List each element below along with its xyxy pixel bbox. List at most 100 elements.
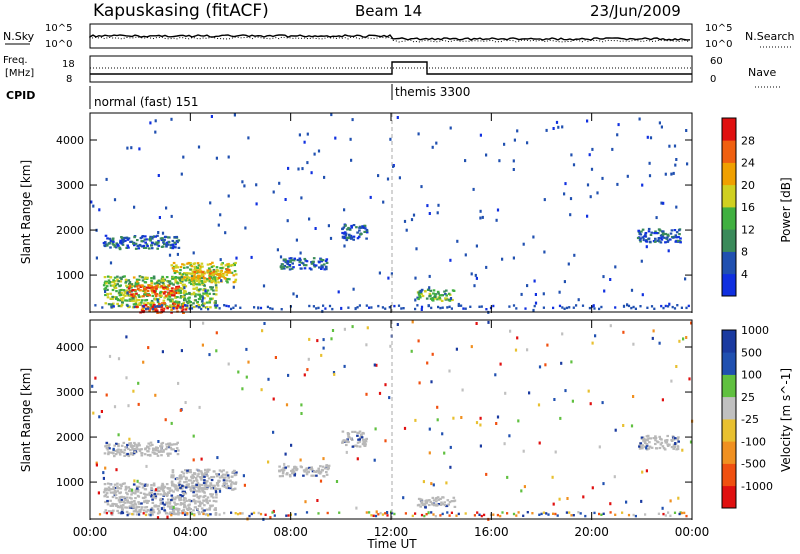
noise-tick-low-right: 10^0 [705,39,732,50]
range-cell [186,266,189,269]
range-cell [197,269,200,272]
range-cell [528,391,531,395]
range-cell [159,445,162,448]
range-cell [538,365,542,369]
range-cell [106,292,109,296]
range-cell [414,418,417,422]
range-cell [464,253,467,257]
range-cell [479,133,482,137]
range-cell [430,380,433,384]
colorbar-tick-label: 16 [741,201,755,214]
range-cell [179,281,182,284]
station-title: Kapuskasing (fitACF) [93,1,269,21]
range-cell [156,284,160,287]
range-cell [149,494,153,497]
range-cell [234,278,238,281]
range-cell [457,302,460,306]
range-cell [166,505,170,508]
range-cell [141,506,144,509]
range-cell [211,297,214,300]
range-cell [204,483,208,486]
range-cell [221,485,225,488]
range-cell [204,468,207,471]
range-cell [185,292,188,295]
range-cell [122,236,126,239]
range-cell [215,349,218,353]
range-cell [176,281,179,284]
range-cell [181,511,184,515]
range-cell [98,415,101,419]
range-cell [420,513,424,517]
range-cell [344,234,348,237]
range-cell [150,284,153,287]
range-cell [563,307,566,310]
range-cell [421,294,425,298]
range-cell [168,298,172,302]
range-cell [198,486,201,489]
range-cell [104,280,107,283]
range-cell [152,287,156,290]
range-cell [202,292,205,295]
range-cell [144,493,147,496]
range-cell [547,513,550,516]
range-cell [184,285,188,288]
range-cell [175,487,179,490]
range-cell [294,466,298,469]
range-cell [122,239,126,242]
range-cell [102,284,106,287]
range-cell [128,285,132,288]
range-cell [184,513,187,516]
range-cell [573,253,576,257]
range-cell [145,499,148,502]
range-cell [220,267,224,270]
range-cell [189,469,192,472]
range-cell [361,225,365,229]
range-cell [149,510,152,513]
range-cell [119,276,122,279]
range-cell [503,142,506,146]
range-cell [588,306,591,310]
range-cell [430,482,433,486]
range-cell [224,479,227,482]
range-cell [122,296,125,300]
range-cell [200,486,204,490]
range-cell [303,257,307,261]
range-cell [127,447,130,450]
range-cell [153,452,156,455]
range-cell [150,241,154,244]
range-cell [236,512,240,516]
range-cell [163,242,166,245]
range-cell [449,126,452,130]
range-cell [568,511,571,514]
range-cell [644,513,647,516]
range-cell [343,237,346,240]
colorbar-swatch [722,162,736,186]
range-cell [208,276,211,279]
range-cell [427,304,430,307]
range-cell [131,488,134,492]
colorbar-tick-label: 12 [741,223,755,236]
range-cell [673,229,677,232]
range-cell [128,437,131,441]
range-cell [147,450,150,453]
range-cell [361,443,365,446]
range-cell [341,430,345,433]
range-cell [668,443,671,446]
range-cell [294,513,297,516]
range-cell [496,208,500,212]
range-cell [90,200,93,204]
range-cell [522,514,525,517]
range-cell [431,503,434,506]
range-cell [430,306,433,310]
range-cell [174,450,177,453]
range-cell [611,147,614,151]
range-cell [118,291,121,294]
range-cell [216,487,219,490]
range-cell [119,297,123,300]
range-cell [157,450,161,454]
range-cell [440,294,443,297]
range-cell [450,307,453,310]
range-cell [182,485,186,488]
range-cell [640,445,643,448]
range-cell [670,379,673,383]
